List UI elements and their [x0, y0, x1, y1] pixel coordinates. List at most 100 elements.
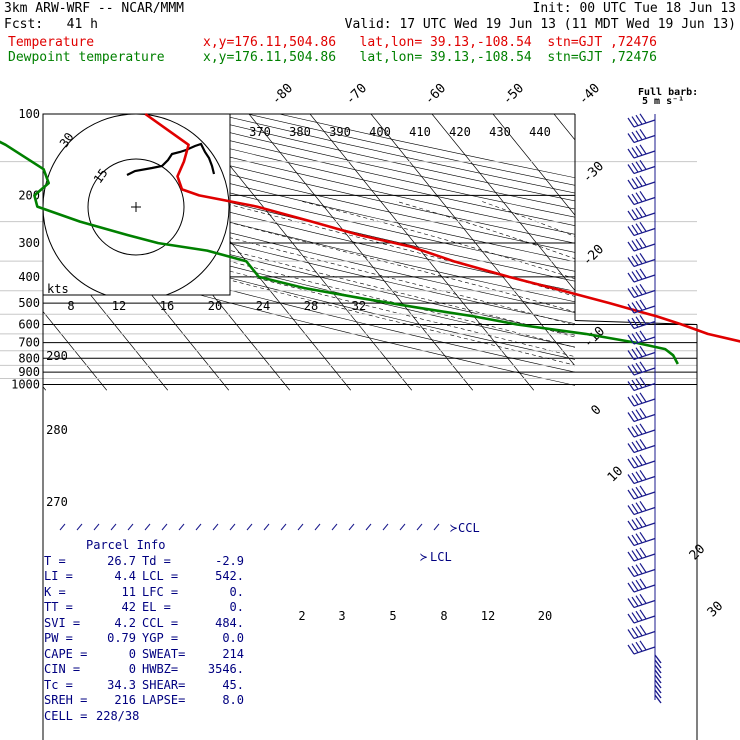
wind-barb — [627, 593, 656, 609]
wind-barb — [627, 206, 656, 221]
dewpoint-legend-label: Dewpoint temperature — [8, 50, 165, 65]
wind-barb — [627, 252, 656, 268]
parcel-param-value: 0. — [229, 584, 244, 599]
dry-adiabat — [43, 173, 575, 303]
pressure-tick-label: 1000 — [11, 378, 40, 392]
dry-adiabat — [43, 239, 575, 373]
parcel-param-name: SWEAT= — [142, 646, 186, 661]
dewpoint-line — [0, 140, 679, 365]
mixing-ratio-label: 5 — [389, 609, 396, 623]
isotherm-tick-label: -80 — [269, 81, 296, 108]
temperature-location: x,y=176.11,504.86 lat,lon= 39.13,-108.54… — [203, 35, 657, 50]
parcel-param-name: LAPSE= — [142, 693, 186, 707]
hodograph-speed-label: 16 — [160, 299, 174, 313]
mixing-ratio-label: 2 — [298, 609, 305, 623]
isotherm — [43, 310, 108, 391]
dry-adiabat — [184, 114, 575, 202]
wind-barb — [627, 531, 656, 547]
pressure-tick-label: 900 — [18, 365, 40, 379]
dewpoint-location: x,y=176.11,504.86 lat,lon= 39.13,-108.54… — [203, 50, 657, 65]
parcel-param-value: 4.4 — [114, 569, 136, 583]
wind-barb — [627, 423, 656, 438]
wind-barb — [627, 268, 656, 283]
low-level-barb — [76, 523, 83, 531]
dry-adiabat-label: 270 — [46, 495, 68, 509]
barb-key-value: 5 m s⁻¹ — [642, 96, 684, 107]
hodograph-units: kts — [47, 282, 69, 296]
wind-barb — [627, 113, 656, 128]
theta-tick-label: 380 — [289, 125, 311, 139]
temperature-legend-label: Temperature — [8, 35, 95, 50]
dry-adiabat — [43, 163, 575, 292]
isotherm-tick-label: -40 — [576, 81, 603, 108]
parcel-param-value: 0.0 — [222, 631, 244, 645]
low-level-barb — [229, 523, 236, 531]
parcel-param-value: 11 — [121, 584, 136, 599]
low-level-barb — [161, 523, 168, 531]
theta-tick-label: 440 — [529, 125, 551, 139]
hodograph-speed-label: 20 — [208, 299, 222, 313]
wind-barb — [627, 485, 656, 500]
surface-barb — [654, 669, 662, 679]
pressure-tick-label: 700 — [18, 336, 40, 350]
low-level-barb — [263, 523, 270, 531]
low-level-barb — [399, 523, 406, 531]
parcel-param-name: SVI = — [44, 615, 81, 630]
wind-barb — [627, 469, 656, 485]
wind-barb — [627, 237, 656, 252]
wind-barb — [627, 128, 656, 144]
parcel-param-value: 214 — [222, 646, 244, 661]
init-time: Init: 00 UTC Tue 18 Jun 13 — [532, 1, 737, 16]
parcel-param-value: 45. — [222, 677, 244, 692]
wind-barb — [627, 175, 656, 190]
wind-barb — [627, 624, 656, 640]
wind-barb — [627, 438, 656, 454]
low-level-barb — [59, 523, 66, 531]
isotherm-tick-label: 20 — [687, 542, 709, 564]
parcel-param-value: 0 — [128, 662, 136, 676]
wind-barb — [627, 454, 656, 469]
low-level-barb — [127, 523, 134, 531]
moist-adiabat — [481, 200, 575, 237]
dry-adiabat — [43, 135, 575, 263]
temperature-line — [144, 112, 740, 343]
low-level-barb — [93, 523, 100, 531]
hodograph-trace — [126, 142, 216, 176]
parcel-row: CAPE = 0 SWEAT= 214 — [44, 647, 264, 663]
surface-barb — [654, 664, 662, 674]
wind-barb — [627, 314, 656, 330]
wind-barb — [627, 330, 656, 345]
low-level-barb — [110, 523, 117, 531]
parcel-param-value: 216 — [114, 693, 136, 707]
dry-adiabat — [279, 114, 575, 179]
wind-barb — [627, 283, 656, 299]
theta-tick-label: 390 — [329, 125, 351, 139]
isotherm-tick-label: 10 — [605, 464, 627, 486]
parcel-cell-label: CELL = — [44, 708, 88, 723]
wind-barb — [627, 144, 656, 159]
wind-barb — [627, 500, 656, 516]
surface-barb — [654, 674, 662, 684]
wind-barb — [627, 361, 656, 376]
ccl-marker: ≻ — [450, 521, 457, 535]
isotherm — [492, 114, 575, 216]
wind-barb — [627, 299, 656, 314]
parcel-row: TT = 42 EL = 0. — [44, 600, 264, 616]
parcel-info-title: Parcel Info — [86, 538, 166, 552]
parcel-param-value: 4.2 — [114, 615, 136, 630]
parcel-param-value: 8.0 — [222, 693, 244, 707]
mixing-ratio-label: 20 — [538, 609, 552, 623]
surface-barb — [654, 654, 662, 664]
parcel-row: SVI = 4.2 CCL = 484. — [44, 616, 264, 632]
low-level-barb — [348, 523, 355, 531]
wind-barb — [627, 640, 656, 655]
low-level-barb — [433, 523, 440, 531]
parcel-param-name: HWBZ= — [142, 662, 179, 676]
lcl-marker: ≻ — [420, 550, 427, 564]
low-level-barb — [195, 523, 202, 531]
parcel-info-panel: Parcel Info T = 26.7 Td = -2.9 LI = 4.4 LCL = 5… — [44, 538, 264, 724]
wind-barb — [627, 221, 656, 237]
wind-barb — [627, 407, 656, 423]
isotherm-tick-label: -30 — [580, 159, 607, 186]
hodograph-inset: 15 30 kts — [42, 113, 231, 296]
